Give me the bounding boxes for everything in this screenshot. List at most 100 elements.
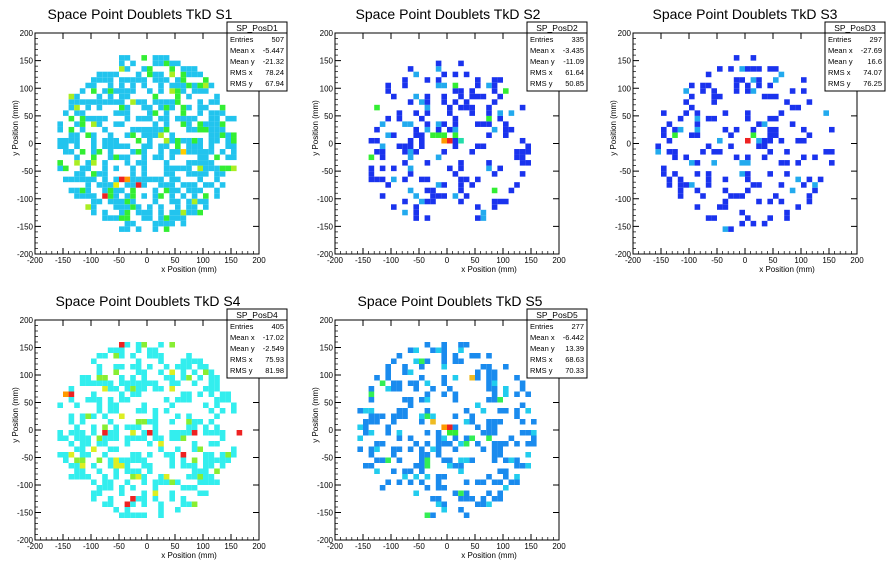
heatmap-cell (225, 115, 231, 122)
heatmap-cell (773, 77, 779, 83)
x-tick-label: -200 (625, 256, 642, 265)
heatmap-cell (379, 457, 386, 463)
x-tick-label: -50 (413, 256, 425, 265)
heatmap-cell (812, 182, 818, 188)
heatmap-cell (486, 490, 492, 496)
heatmap-cell (225, 452, 231, 458)
heatmap-cell (79, 463, 86, 469)
heatmap-cell (739, 77, 745, 83)
x-tick-label: 100 (196, 542, 210, 551)
heatmap-cell (130, 126, 136, 133)
heatmap-cell (677, 193, 684, 199)
stats-value: -6.442 (563, 333, 584, 342)
heatmap-cell (452, 391, 459, 397)
heatmap-cell (469, 104, 475, 111)
heatmap-cell (441, 391, 447, 397)
heatmap-cell (124, 93, 131, 100)
heatmap-cell (130, 132, 136, 138)
heatmap-cell (750, 182, 757, 188)
heatmap-cell (385, 82, 391, 89)
y-axis-label: y Position (mm) (311, 387, 320, 443)
heatmap-cell (396, 110, 403, 116)
heatmap-cell (130, 182, 136, 188)
heatmap-cell (374, 149, 380, 155)
heatmap-cell (197, 446, 203, 452)
heatmap-cell (74, 143, 80, 150)
heatmap-cell (57, 160, 63, 166)
heatmap-cell (119, 364, 125, 370)
heatmap-cell (197, 187, 203, 194)
heatmap-cell (141, 490, 147, 496)
heatmap-cell (186, 143, 192, 150)
heatmap-cell (119, 60, 125, 67)
heatmap-cell (163, 121, 170, 127)
heatmap-cell (68, 413, 75, 419)
heatmap-cell (475, 479, 481, 485)
heatmap-cell (430, 386, 436, 392)
heatmap-cell (672, 154, 678, 161)
heatmap-cell (219, 149, 226, 155)
heatmap-cell (191, 441, 198, 447)
heatmap-cell (186, 364, 192, 370)
heatmap-cell (368, 176, 375, 183)
heatmap-cell (74, 430, 80, 436)
heatmap-cell (705, 71, 712, 78)
heatmap-cell (441, 71, 447, 78)
heatmap-cell (96, 441, 103, 447)
heatmap-cell (689, 104, 695, 111)
heatmap-cell (203, 88, 209, 94)
heatmap-cell (219, 126, 226, 133)
heatmap-cell (180, 391, 187, 397)
heatmap-cell (407, 171, 414, 177)
heatmap-cell (784, 149, 790, 155)
heatmap-cell (197, 149, 203, 155)
heatmap-cell (96, 104, 103, 111)
heatmap-cell (503, 441, 509, 447)
heatmap-cell (514, 391, 520, 397)
heatmap-cell (180, 452, 187, 458)
heatmap-cell (113, 430, 119, 436)
axes: -200 -150 -100 -50 0 50 100 150 200-200-150-100-… (317, 316, 566, 551)
heatmap-cell (119, 143, 125, 150)
panel-1: Space Point Doublets TkD S1-200 -150 -100-… (11, 6, 288, 274)
heatmap-cell (508, 187, 515, 194)
stats-value: 76.25 (863, 79, 882, 88)
heatmap-cell (63, 176, 69, 183)
heatmap-cell (385, 430, 391, 436)
heatmap-cell (745, 66, 751, 72)
heatmap-cell (463, 176, 470, 183)
heatmap-cell (480, 479, 487, 485)
heatmap-cell (231, 446, 237, 452)
heatmap-cell (130, 364, 136, 370)
heatmap-cell (180, 375, 187, 381)
heatmap-cell (113, 143, 119, 150)
heatmap-cell (124, 397, 131, 403)
x-axis-label: x Position (mm) (161, 551, 217, 560)
heatmap-cell (163, 110, 170, 116)
heatmap-cell (214, 468, 220, 474)
heatmap-cell (169, 66, 175, 72)
heatmap-cell (68, 176, 75, 183)
heatmap-cell (795, 160, 801, 166)
heatmap-cell (486, 104, 492, 111)
stats-value: -21.32 (263, 57, 284, 66)
heatmap-cell (68, 126, 75, 133)
heatmap-cell (396, 143, 403, 150)
y-tick-label: 0 (29, 140, 34, 149)
heatmap-cell (147, 66, 153, 72)
panel-3: Space Point Doublets TkD S3-200 -150 -100-… (609, 6, 886, 274)
heatmap-cell (180, 165, 187, 172)
heatmap-cell (158, 474, 164, 480)
stats-value: 50.85 (565, 79, 584, 88)
heatmap-cell (214, 457, 220, 463)
heatmap-cell (175, 209, 181, 216)
heatmap-cell (102, 441, 108, 447)
heatmap-cell (91, 380, 97, 386)
y-tick-label: 200 (320, 316, 334, 325)
x-tick-label: 100 (496, 542, 510, 551)
heatmap-cell (683, 182, 689, 188)
heatmap-cell (419, 463, 425, 469)
heatmap-cell (368, 446, 375, 452)
heatmap-cell (91, 490, 97, 496)
heatmap-cell (491, 77, 498, 83)
